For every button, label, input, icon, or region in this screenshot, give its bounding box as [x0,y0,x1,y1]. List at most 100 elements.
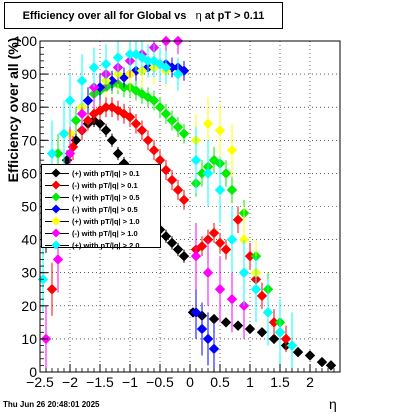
data-point [172,184,184,196]
x-tick-label: −0.5 [146,374,174,390]
legend-entry: (-) with pT/|q| > 1.0 [42,227,160,239]
legend-label: (-) with pT/|q| > 1.0 [72,228,138,238]
data-point [256,290,268,302]
series-7 [37,41,298,372]
legend-label: (+) with pT/|q| > 2.0 [72,240,140,250]
data-point [112,52,124,63]
legend-entry: (+) with pT/|q| > 0.1 [42,167,160,179]
data-point [58,128,70,139]
data-point [202,267,214,278]
data-point [100,125,112,136]
data-point [52,254,64,265]
data-point [220,244,232,255]
data-point [136,125,148,136]
data-point [214,284,226,295]
data-point [178,250,190,262]
data-point [70,115,82,126]
title-cut: at pT > 0.11 [204,10,265,22]
data-point [76,75,88,86]
data-point [172,244,184,255]
data-point [64,95,76,106]
data-point [160,164,172,176]
legend-label: (+) with pT/|q| > 1.0 [72,216,140,226]
y-axis-label: Efficiency over all (%) [5,37,21,183]
data-point [160,108,172,120]
axis-ticks: −2.5 −2 −1.5 −1 −0.5 0 0.5 1 1.5 2010203040506070… [14,33,341,390]
data-point [202,168,214,179]
legend-label: (+) with pT/|q| > 0.5 [72,192,140,202]
data-point [46,284,58,295]
x-tick-label: −2.5 [26,374,54,390]
data-point [178,194,190,206]
data-point [196,241,208,252]
data-point [238,267,250,278]
data-point [94,118,106,129]
data-point [106,135,118,146]
data-point [172,121,184,133]
data-point [148,145,160,156]
data-point [220,168,232,179]
x-tick-label: −1.5 [86,374,114,390]
legend-label: (-) with pT/|q| > 0.5 [72,204,138,214]
y-tick-label: 0 [29,364,37,380]
data-point [304,350,316,361]
data-point [250,284,262,295]
x-tick-label: 1.5 [270,374,290,390]
data-points [37,35,337,372]
data-point [112,148,124,159]
data-point [82,95,94,106]
chart-title: Efficiency over all for Global vs η at p… [5,10,282,22]
data-point [82,115,94,126]
title-main: Efficiency over all for Global vs [22,10,187,22]
y-tick-label: 40 [21,232,37,248]
title-variable: η [195,10,202,22]
data-point [190,154,202,166]
data-point [214,237,226,249]
data-point [148,95,160,106]
data-point [160,62,172,73]
legend-entry: (+) with pT/|q| > 2.0 [42,239,160,251]
data-point [202,118,214,129]
legend-marker-icon [42,216,72,226]
x-tick-label: 1 [246,374,254,390]
y-tick-label: 100 [14,33,38,49]
data-point [178,128,190,139]
legend-marker-icon [42,204,72,214]
data-point [172,68,184,80]
legend-marker-icon [42,192,72,202]
data-point [208,313,220,325]
data-point [46,148,58,159]
y-tick-label: 60 [21,165,37,181]
title-box: Efficiency over all for Global vs η at p… [4,2,283,29]
data-point [274,327,286,338]
data-point [64,148,76,159]
y-tick-label: 80 [21,99,37,115]
data-point [208,343,220,355]
data-point [130,118,142,129]
y-tick-label: 20 [21,298,37,314]
y-tick-label: 90 [21,66,37,82]
legend-marker-icon [42,228,72,238]
y-tick-label: 10 [21,331,37,347]
data-point [160,231,172,242]
data-point [220,317,232,328]
data-point [202,333,214,345]
legend-label: (+) with pT/|q| > 0.1 [72,168,140,178]
data-point [76,108,88,120]
data-point [208,227,220,239]
data-point [166,115,178,126]
data-point [196,323,208,335]
legend-marker-icon [42,240,72,250]
timestamp: Thu Jun 26 20:48:01 2025 [3,400,100,409]
data-point [232,214,244,225]
data-point [226,145,238,156]
data-point [226,184,238,196]
data-point [166,237,178,249]
data-point [214,125,226,136]
data-point [226,293,238,305]
legend-entry: (+) with pT/|q| > 1.0 [42,215,160,227]
x-tick-label: −2 [62,374,78,390]
data-point [280,333,292,345]
x-tick-label: 2 [306,374,314,390]
